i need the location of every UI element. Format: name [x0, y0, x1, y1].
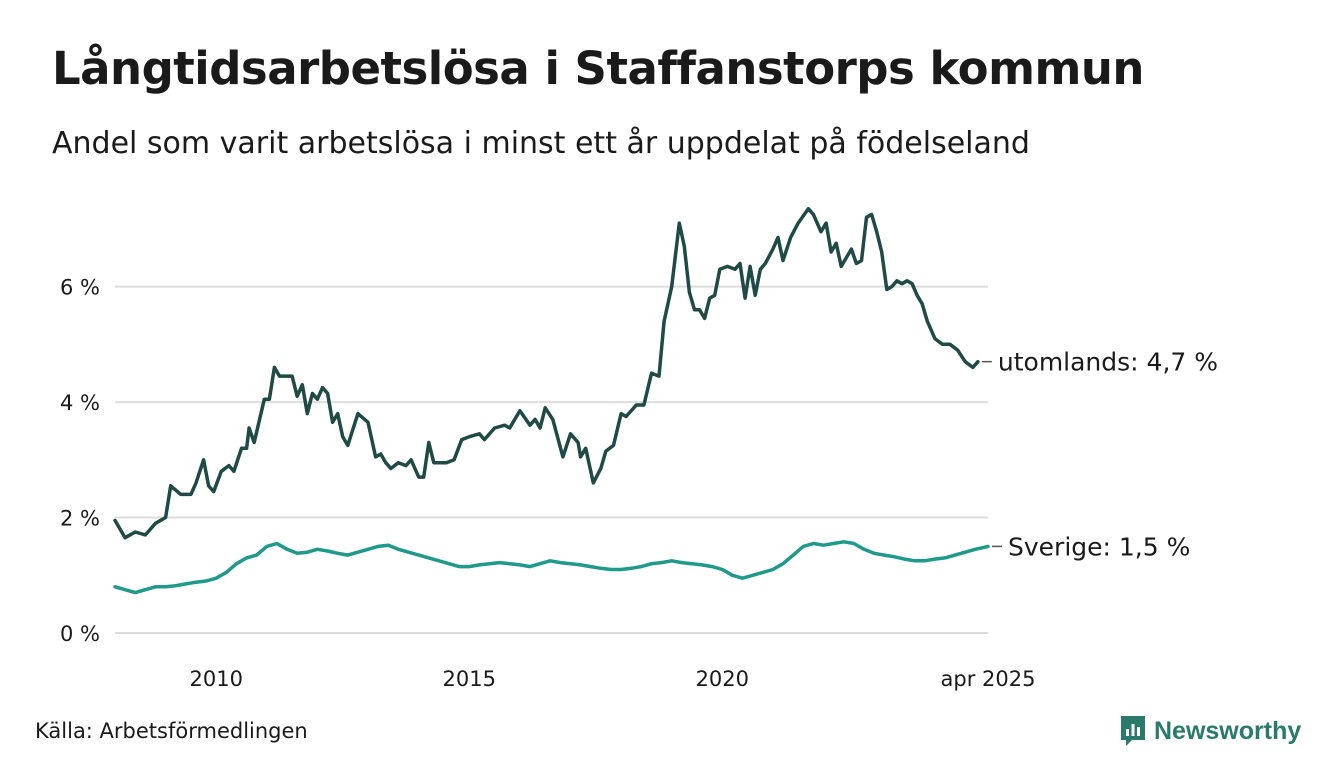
y-tick-label: 0 % [60, 622, 100, 646]
y-axis-ticks: 0 % 2 % 4 % 6 % [60, 276, 100, 646]
newsworthy-icon [1121, 716, 1145, 746]
series-line-sverige [113, 540, 990, 595]
end-label-sverige: Sverige: 1,5 % [1008, 532, 1190, 561]
end-label-utomlands: utomlands: 4,7 % [998, 348, 1218, 377]
x-tick-label: 2020 [696, 667, 749, 691]
series-lines [113, 206, 990, 595]
line-chart: 0 % 2 % 4 % 6 % 2010 2015 2020 apr 2025 utomla… [60, 206, 1218, 691]
y-tick-label: 4 % [60, 391, 100, 415]
x-tick-label: 2015 [443, 667, 496, 691]
newsworthy-logo: Newsworthy [1118, 714, 1301, 748]
y-tick-label: 2 % [60, 507, 100, 531]
grid-lines [115, 285, 988, 634]
brand-name: Newsworthy [1154, 716, 1302, 745]
x-axis-ticks: 2010 2015 2020 apr 2025 [189, 667, 1035, 691]
chart-title: Långtidsarbetslösa i Staffanstorps kommu… [52, 42, 1144, 95]
y-tick-label: 6 % [60, 276, 100, 300]
x-tick-label: 2010 [189, 667, 242, 691]
end-labels: utomlands: 4,7 % Sverige: 1,5 % [981, 348, 1218, 561]
chart-subtitle: Andel som varit arbetslösa i minst ett å… [52, 126, 1030, 161]
source-note: Källa: Arbetsförmedlingen [35, 719, 308, 743]
series-line-utomlands [113, 206, 980, 540]
x-tick-label: apr 2025 [941, 667, 1036, 691]
